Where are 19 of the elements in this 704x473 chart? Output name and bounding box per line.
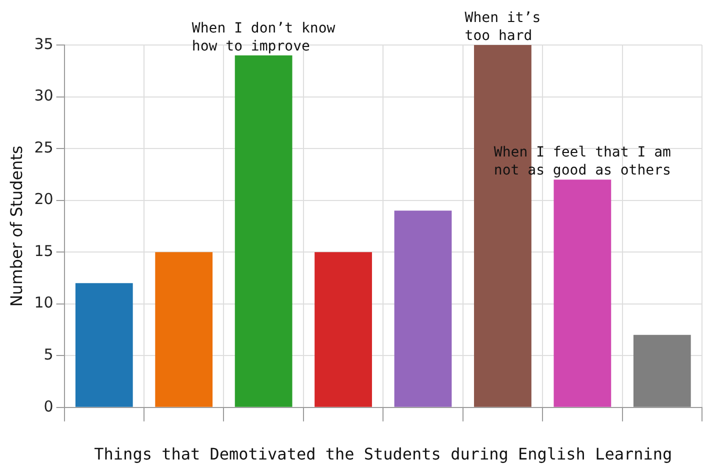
bar (75, 283, 133, 407)
annotation: When I don’t know how to improve (192, 20, 336, 54)
y-tick-label: 30 (34, 86, 54, 105)
y-axis-title: Number of Students (6, 146, 26, 307)
y-tick-label: 25 (34, 138, 54, 156)
y-tick-label: 0 (44, 397, 54, 416)
bar (234, 55, 292, 407)
x-axis-title: Things that Demotivated the Students during English Learning (94, 444, 672, 464)
bar (314, 252, 372, 407)
y-tick-label: 35 (34, 34, 54, 53)
y-tick-label: 10 (34, 294, 54, 312)
bar (394, 210, 452, 407)
bar (633, 334, 691, 407)
y-tick-label: 5 (44, 346, 54, 364)
bar (155, 252, 213, 407)
y-tick-label: 20 (34, 190, 54, 208)
bar (554, 180, 612, 407)
y-tick-label: 15 (34, 242, 54, 260)
annotation: When it’s too hard (464, 10, 541, 44)
